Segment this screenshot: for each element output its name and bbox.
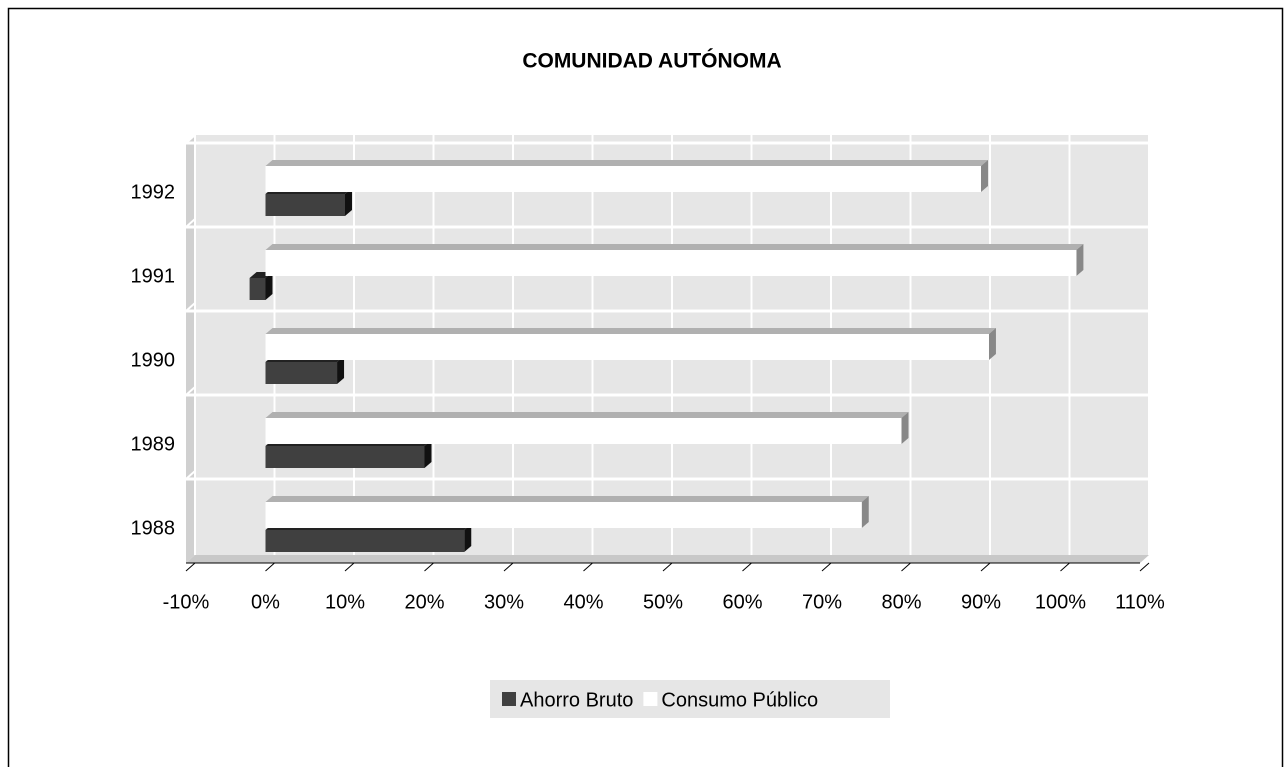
- x-tick-label: 70%: [802, 591, 842, 613]
- x-tick-label: 100%: [1035, 591, 1086, 613]
- bar-top: [265, 244, 1084, 250]
- x-tick-label: 30%: [484, 591, 524, 613]
- legend-swatch: [643, 692, 658, 706]
- bar-side: [981, 160, 988, 192]
- y-tick-label: 1990: [131, 349, 176, 371]
- legend-swatch: [502, 692, 516, 706]
- bar: [265, 502, 862, 528]
- chart-title: COMUNIDAD AUTÓNOMA: [522, 49, 781, 73]
- band-separator-side: [185, 302, 196, 312]
- band-separator-side: [185, 134, 196, 144]
- bar: [265, 334, 989, 360]
- band-separator-side: [185, 218, 196, 228]
- bar: [265, 166, 981, 192]
- y-tick-label: 1989: [131, 433, 176, 455]
- bar-side: [345, 188, 352, 216]
- x-tick: [662, 562, 673, 572]
- x-tick-label: -10%: [163, 591, 210, 613]
- bar-side: [464, 524, 472, 552]
- x-tick: [1060, 562, 1070, 572]
- bar: [265, 194, 345, 216]
- x-tick-label: 80%: [881, 591, 921, 613]
- x-tick: [344, 562, 355, 572]
- floor: [186, 555, 1149, 563]
- x-tick-label: 10%: [325, 591, 365, 613]
- bar-top: [265, 160, 988, 166]
- x-tick-label: 0%: [251, 591, 280, 613]
- bar-side: [424, 440, 432, 468]
- x-tick: [265, 562, 275, 572]
- band-separator-side: [185, 470, 196, 480]
- bar: [265, 530, 465, 552]
- bar-side: [901, 412, 909, 444]
- x-tick: [742, 562, 752, 572]
- bar-side: [988, 328, 996, 360]
- bar-side: [265, 272, 273, 300]
- legend-box: [490, 680, 890, 718]
- x-tick: [980, 562, 991, 572]
- bar: [265, 418, 902, 444]
- y-tick-label: 1992: [131, 181, 176, 203]
- x-tick: [821, 562, 832, 572]
- legend-label: Ahorro Bruto: [520, 689, 633, 711]
- bar: [265, 362, 338, 384]
- legend-label: Consumo Público: [661, 689, 818, 711]
- bar: [249, 278, 266, 300]
- y-tick-label: 1991: [131, 265, 176, 287]
- x-tick-label: 60%: [722, 591, 762, 613]
- x-tick: [583, 562, 593, 572]
- x-tick: [901, 562, 911, 572]
- x-tick-label: 90%: [961, 591, 1001, 613]
- bar-top: [265, 328, 996, 334]
- y-tick-label: 1988: [131, 517, 176, 539]
- x-tick-label: 40%: [563, 591, 603, 613]
- x-tick-label: 20%: [404, 591, 444, 613]
- bar-side: [1076, 244, 1084, 276]
- x-tick-label: 110%: [1115, 591, 1165, 613]
- band-separator-side: [185, 386, 196, 396]
- bar-top: [265, 496, 869, 502]
- bar-side: [861, 496, 869, 528]
- x-tick-label: 50%: [643, 591, 683, 613]
- x-tick: [185, 562, 196, 572]
- x-tick: [1139, 562, 1150, 572]
- x-tick: [424, 562, 434, 572]
- side-wall: [186, 135, 195, 563]
- bar: [265, 446, 425, 468]
- bar-side: [337, 356, 345, 384]
- bar-top: [265, 412, 909, 418]
- bar: [265, 250, 1077, 276]
- x-tick: [503, 562, 514, 572]
